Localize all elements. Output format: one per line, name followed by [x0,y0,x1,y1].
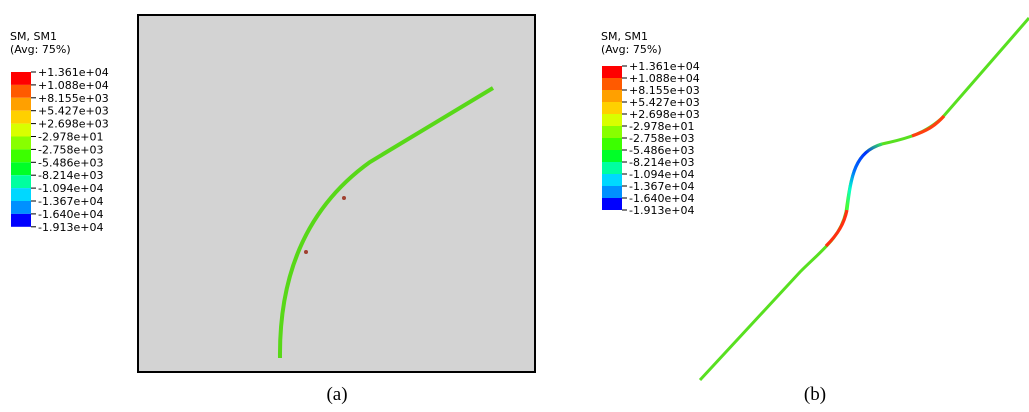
legend-swatch [11,124,31,137]
legend-label: +8.155e+03 [38,92,109,105]
legend-swatch [602,186,622,198]
legend-swatch [11,162,31,175]
legend-swatch [602,90,622,102]
legend-label: -2.758e+03 [38,143,103,156]
caption: (a) [326,384,347,405]
legend-swatch [11,201,31,214]
legend-swatch [11,72,31,85]
legend-label: +1.088e+04 [38,79,109,92]
page: {"contour_colors": ["#ff0000", "#ff5a00"… [0,0,1029,412]
legend-label: +2.698e+03 [38,118,109,131]
legend-swatch [11,111,31,124]
legend-label: -1.913e+04 [629,204,694,217]
legend-label: -1.367e+04 [38,195,103,208]
legend-swatch [11,175,31,188]
legend-swatch [602,114,622,126]
legend-swatch [602,198,622,210]
caption: (b) [804,384,826,405]
legend-swatch [602,138,622,150]
legend-label: -1.913e+04 [38,221,103,234]
legend-swatch [11,214,31,227]
legend-label: -1.094e+04 [38,182,103,195]
legend-swatch [602,162,622,174]
legend-label: +1.361e+04 [38,66,109,79]
beam [700,18,1029,380]
legend-swatch [602,66,622,78]
beam-high-stress [912,116,944,136]
legend-swatch [11,85,31,98]
legend-label: +5.427e+03 [38,105,109,118]
legend-subtitle: (Avg: 75%) [601,43,662,56]
beam-low-stress [847,144,882,210]
legend-title: SM, SM1 [601,30,648,43]
legend-swatch [11,98,31,111]
legend-swatch [602,150,622,162]
legend-swatch [602,102,622,114]
legend-label: -2.978e+01 [38,131,103,144]
legend-swatch [11,137,31,150]
legend-swatch [602,78,622,90]
node [304,250,308,254]
legend-label: -8.214e+03 [38,169,103,182]
legend-label: -5.486e+03 [38,156,103,169]
figure: (a) (b) SM, SM1(Avg: 75%)+1.361e+04+1.08… [0,0,1029,412]
legend-label: -1.640e+04 [38,208,103,221]
legend-swatch [602,174,622,186]
legend-swatch [11,188,31,201]
legend-swatch [602,126,622,138]
legend-swatch [11,149,31,162]
legend-title: SM, SM1 [10,30,57,43]
node [342,196,346,200]
legend-subtitle: (Avg: 75%) [10,43,71,56]
